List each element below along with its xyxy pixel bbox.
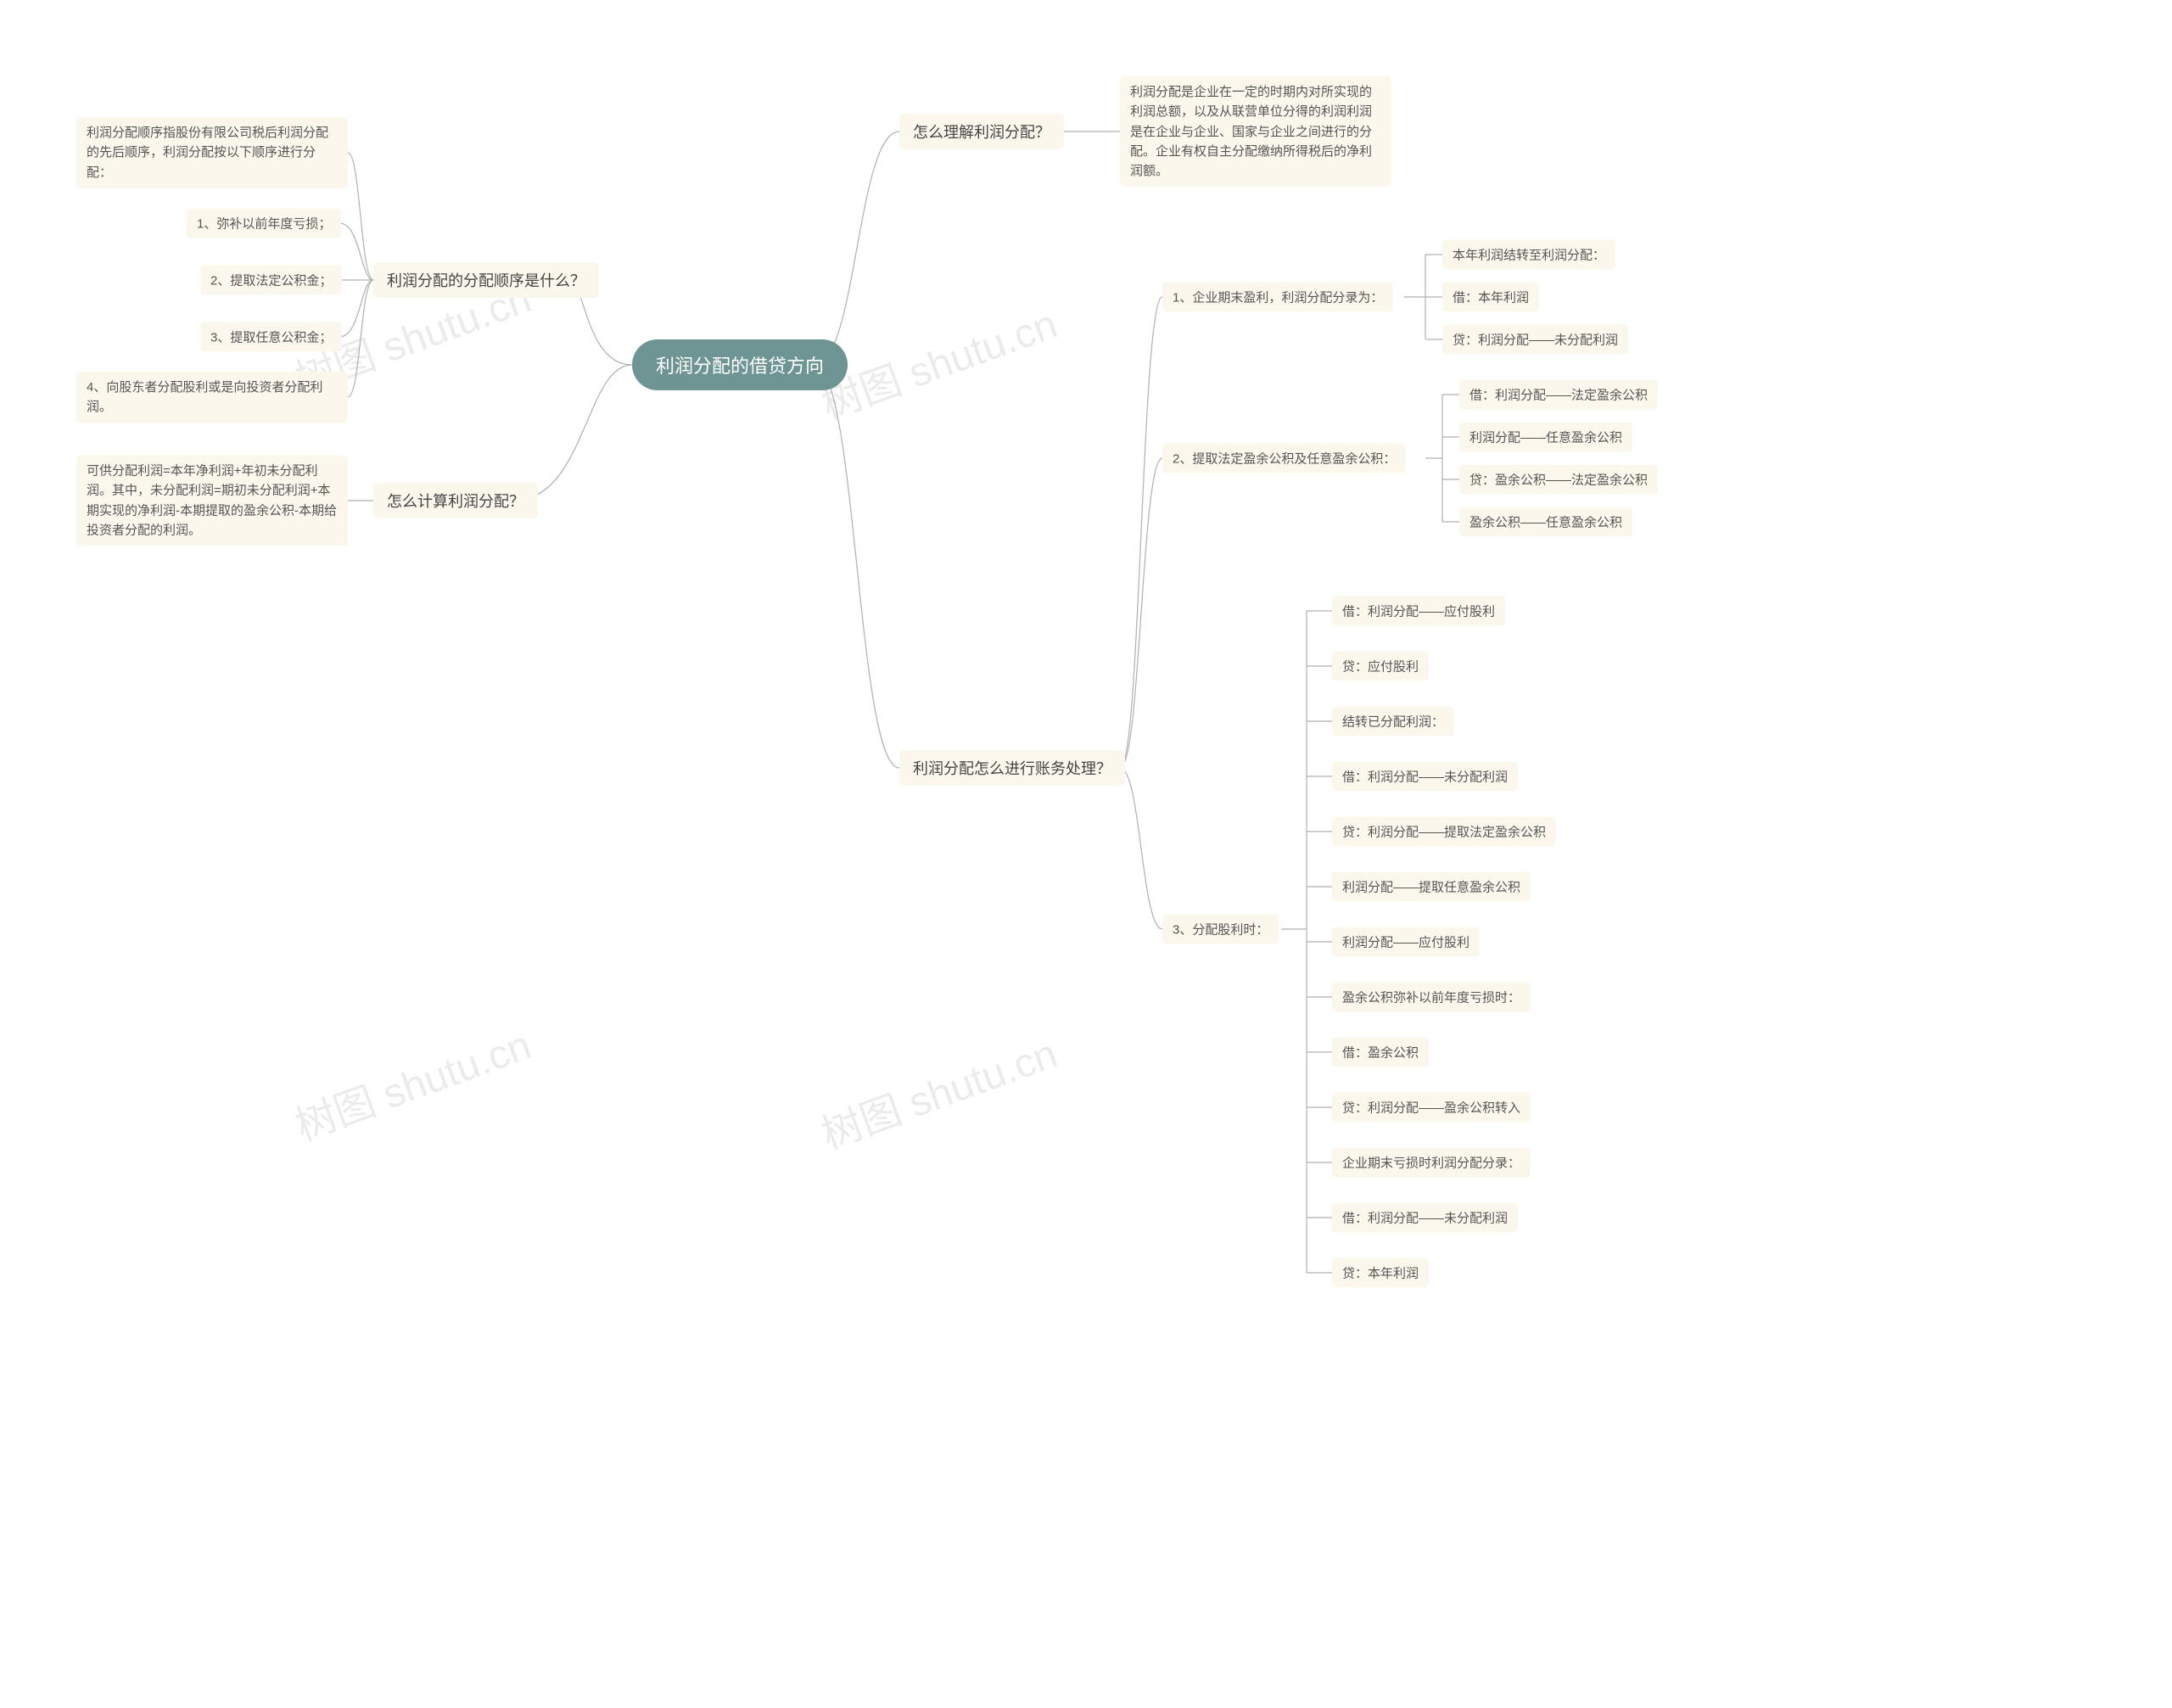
leaf-r2c2: 贷：应付股利 (1332, 652, 1429, 681)
branch-calc[interactable]: 怎么计算利润分配？ (373, 483, 538, 518)
branch-accounting[interactable]: 利润分配怎么进行账务处理？ (899, 750, 1125, 786)
leaf-r2b2: 利润分配——任意盈余公积 (1459, 423, 1632, 452)
leaf-r2c12: 借：利润分配——未分配利润 (1332, 1203, 1518, 1233)
leaf-r2c8: 盈余公积弥补以前年度亏损时： (1332, 983, 1531, 1012)
branch-understand[interactable]: 怎么理解利润分配？ (899, 114, 1064, 149)
leaf-l1b: 1、弥补以前年度亏损； (187, 209, 341, 238)
mindmap-connectors (0, 0, 2172, 1708)
leaf-l1a: 利润分配顺序指股份有限公司税后利润分配的先后顺序，利润分配按以下顺序进行分配： (76, 117, 348, 188)
leaf-r2c9: 借：盈余公积 (1332, 1038, 1429, 1067)
leaf-r2a2: 借：本年利润 (1442, 283, 1539, 312)
leaf-r2a1: 本年利润结转至利润分配： (1442, 240, 1615, 270)
leaf-r2c13: 贷：本年利润 (1332, 1258, 1429, 1288)
leaf-r2c[interactable]: 3、分配股利时： (1162, 915, 1279, 944)
leaf-r2c5: 贷：利润分配——提取法定盈余公积 (1332, 817, 1556, 847)
leaf-r2b[interactable]: 2、提取法定盈余公积及任意盈余公积： (1162, 444, 1406, 473)
leaf-r2c11: 企业期末亏损时利润分配分录： (1332, 1148, 1531, 1178)
leaf-r2b3: 贷：盈余公积——法定盈余公积 (1459, 465, 1658, 495)
branch-order[interactable]: 利润分配的分配顺序是什么？ (373, 262, 599, 298)
leaf-l1d: 3、提取任意公积金； (200, 322, 342, 352)
leaf-r2c1: 借：利润分配——应付股利 (1332, 596, 1505, 626)
leaf-r2c7: 利润分配——应付股利 (1332, 927, 1480, 957)
leaf-l1e: 4、向股东者分配股利或是向投资者分配利润。 (76, 372, 348, 423)
leaf-l1c: 2、提取法定公积金； (200, 266, 342, 295)
leaf-r2c3: 结转已分配利润： (1332, 707, 1454, 736)
leaf-r2c10: 贷：利润分配——盈余公积转入 (1332, 1093, 1531, 1123)
leaf-understand-desc: 利润分配是企业在一定的时期内对所实现的利润总额，以及从联营单位分得的利润利润是在… (1120, 76, 1391, 187)
leaf-r2b1: 借：利润分配——法定盈余公积 (1459, 380, 1658, 410)
watermark: 树图 shutu.cn (812, 290, 1064, 430)
leaf-r2c4: 借：利润分配——未分配利润 (1332, 762, 1518, 792)
leaf-r2b4: 盈余公积——任意盈余公积 (1459, 507, 1632, 537)
leaf-r2c6: 利润分配——提取任意盈余公积 (1332, 872, 1531, 902)
leaf-r2a[interactable]: 1、企业期末盈利，利润分配分录为： (1162, 283, 1393, 312)
leaf-r2a3: 贷：利润分配——未分配利润 (1442, 325, 1628, 355)
watermark: 树图 shutu.cn (286, 1011, 538, 1151)
leaf-l2a: 可供分配利润=本年净利润+年初未分配利润。其中，未分配利润=期初未分配利润+本期… (76, 456, 348, 546)
watermark: 树图 shutu.cn (812, 1020, 1064, 1160)
root-node[interactable]: 利润分配的借贷方向 (632, 339, 848, 390)
